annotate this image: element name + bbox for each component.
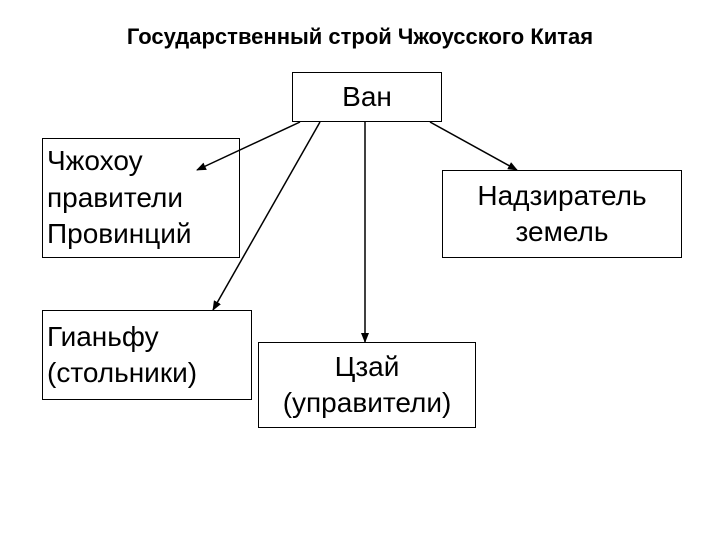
node-gianfu-line2: (стольники) bbox=[47, 355, 197, 391]
node-gianfu: Гианьфу (стольники) bbox=[42, 310, 252, 400]
node-zhouhou-line3: Провинций bbox=[47, 216, 192, 252]
node-van: Ван bbox=[292, 72, 442, 122]
node-tszai-line2: (управители) bbox=[283, 385, 452, 421]
node-zhouhou: Чжохоу правители Провинций bbox=[42, 138, 240, 258]
node-nadziratel-line1: Надзиратель bbox=[477, 178, 646, 214]
node-van-label: Ван bbox=[342, 79, 392, 115]
node-tszai: Цзай (управители) bbox=[258, 342, 476, 428]
node-zhouhou-line1: Чжохоу bbox=[47, 143, 143, 179]
node-gianfu-line1: Гианьфу bbox=[47, 319, 159, 355]
node-tszai-line1: Цзай bbox=[335, 349, 400, 385]
node-nadziratel-line2: земель bbox=[516, 214, 609, 250]
node-nadziratel: Надзиратель земель bbox=[442, 170, 682, 258]
diagram-title: Государственный строй Чжоусского Китая bbox=[0, 24, 720, 50]
node-zhouhou-line2: правители bbox=[47, 180, 183, 216]
